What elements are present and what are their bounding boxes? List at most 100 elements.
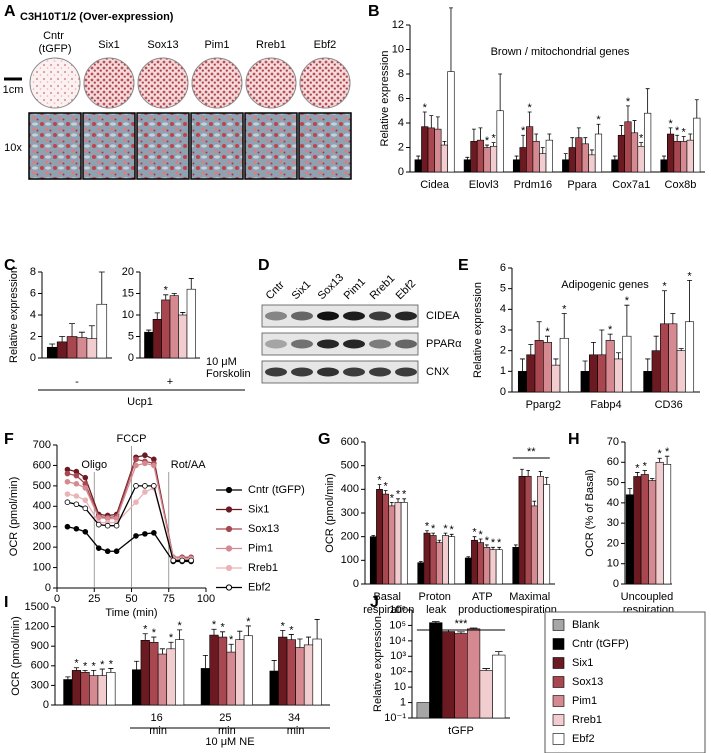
bar — [588, 354, 598, 393]
error-bar — [670, 313, 676, 324]
error-bar — [98, 271, 105, 305]
error-bar — [527, 111, 532, 127]
error-bar — [99, 668, 105, 676]
marker — [82, 485, 89, 491]
bar — [463, 159, 471, 173]
error-bar — [563, 153, 568, 160]
plate-image — [191, 57, 243, 109]
y-axis-label: Relative expression — [8, 267, 20, 363]
significance: * — [164, 285, 169, 297]
bar — [400, 502, 408, 585]
y-tick-label: 10² — [390, 666, 406, 678]
bar — [144, 331, 154, 359]
error-bar — [389, 501, 394, 506]
error-bar — [645, 88, 650, 114]
y-tick-label: 2 — [30, 330, 36, 342]
error-bar — [383, 490, 388, 495]
significance: *** — [455, 618, 469, 630]
error-bar — [513, 544, 518, 548]
error-bar — [694, 99, 699, 119]
error-bar — [540, 147, 545, 154]
significance: * — [608, 324, 613, 336]
error-bar — [675, 134, 680, 142]
y-tick-label: 8 — [398, 68, 404, 80]
error-bar — [449, 533, 454, 537]
error-bar — [377, 484, 382, 490]
blot-band — [265, 367, 287, 377]
blot-band — [317, 311, 339, 321]
legend-label: Sox13 — [572, 676, 603, 688]
x-tick-label: 50 — [125, 593, 137, 605]
blot-band — [317, 339, 339, 349]
x-tick-label: 75 — [163, 593, 175, 605]
y-tick-label: 5 — [128, 330, 134, 342]
micrograph — [298, 112, 352, 180]
blot-band — [317, 367, 339, 377]
bar — [517, 371, 527, 393]
y-tick-label: 5 — [500, 283, 506, 295]
marker — [64, 499, 71, 506]
y-tick-label: 1200 — [25, 621, 49, 633]
error-bar — [437, 539, 442, 543]
significance: * — [177, 620, 182, 632]
bar — [673, 141, 681, 173]
error-bar — [154, 312, 160, 320]
bar — [169, 295, 179, 359]
error-bar — [495, 651, 503, 656]
blot-strip — [261, 332, 419, 356]
error-bar — [449, 7, 453, 72]
bar — [489, 549, 497, 585]
y-tick-label: 0 — [43, 699, 49, 711]
y-tick-label: 4 — [30, 309, 36, 321]
error-bar — [619, 125, 624, 136]
x-tick-label: Elovl3 — [469, 179, 499, 191]
y-tick-label: 20 — [122, 266, 134, 278]
y-tick-label: 0 — [30, 352, 36, 364]
bar — [490, 145, 498, 173]
blot-band — [395, 367, 417, 377]
error-bar — [645, 358, 651, 372]
legend-swatch — [552, 657, 565, 669]
bar — [157, 653, 168, 706]
y-tick-label: 2 — [500, 345, 506, 357]
legend-label: Cntr (tGFP) — [572, 638, 629, 650]
significance: * — [497, 537, 502, 549]
panel-title: C3H10T1/2 (Over-expression) — [20, 11, 174, 23]
marker — [82, 505, 89, 512]
legend-label: Pim1 — [572, 695, 597, 707]
bar — [545, 139, 553, 173]
x-tick-label: - — [75, 376, 79, 388]
scale-label: 1cm — [3, 84, 24, 96]
error-bar — [442, 140, 447, 146]
magnification-label: 10x — [4, 142, 22, 154]
y-tick-label: 10 — [392, 43, 404, 55]
significance: * — [431, 523, 436, 535]
significance: * — [384, 480, 389, 492]
x-tick-label: Proton leak — [419, 591, 454, 616]
plate-image — [83, 57, 135, 109]
bar — [476, 139, 485, 173]
bar — [269, 670, 279, 706]
marker — [82, 474, 89, 481]
error-bar — [536, 321, 542, 341]
bar — [421, 126, 429, 173]
bar — [614, 358, 624, 393]
y-axis-label: OCR (pmol/min) — [324, 473, 336, 552]
significance: * — [682, 126, 687, 138]
bar — [209, 634, 219, 706]
significance: * — [220, 622, 225, 634]
error-bar — [612, 155, 617, 160]
error-bar — [314, 619, 320, 640]
plate-image — [137, 57, 189, 109]
error-bar — [635, 472, 640, 477]
y-tick-label: 6 — [500, 262, 506, 274]
x-tick-label: Pparg2 — [526, 399, 561, 411]
bar — [685, 321, 695, 393]
x-tick-label: Cox7a1 — [612, 179, 650, 191]
error-bar — [108, 668, 114, 673]
bar — [106, 672, 116, 706]
y-tick-label: 200 — [33, 541, 51, 553]
error-bar — [297, 638, 303, 648]
error-bar — [599, 329, 605, 355]
bar — [630, 132, 639, 173]
